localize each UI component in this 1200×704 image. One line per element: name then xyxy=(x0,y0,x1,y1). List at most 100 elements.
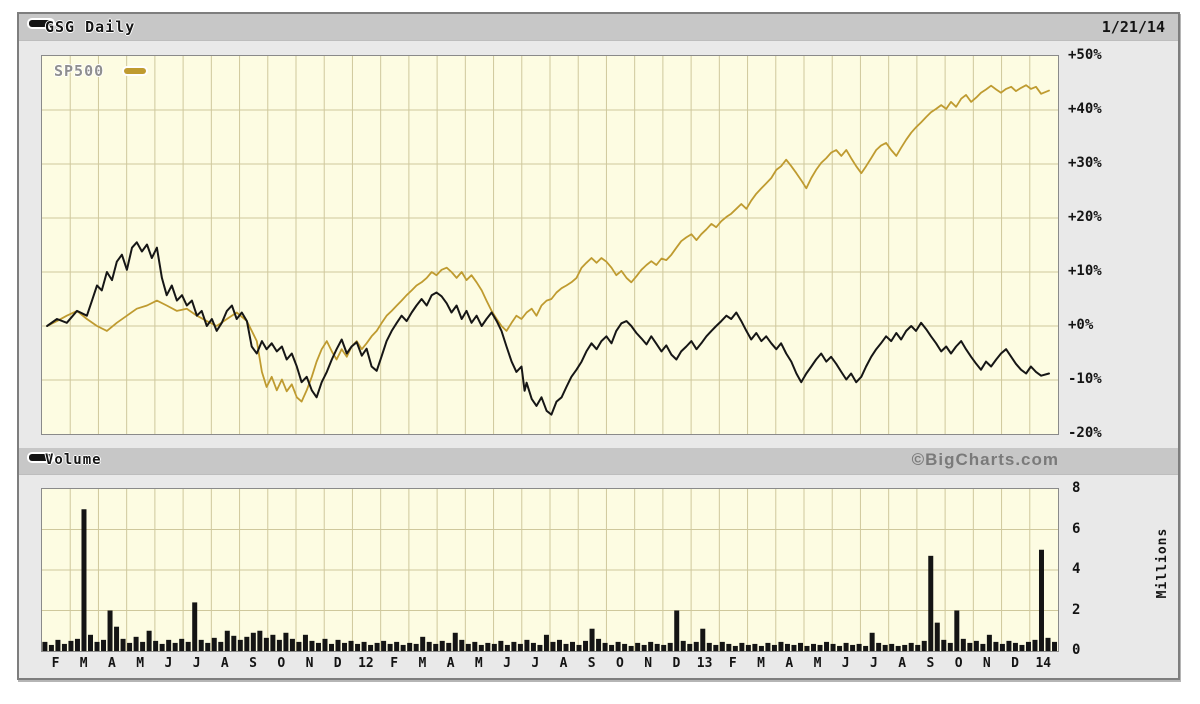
bigcharts-watermark: ©BigCharts.com xyxy=(911,450,1059,469)
volume-bar xyxy=(882,644,888,651)
volume-bar xyxy=(48,644,54,651)
volume-bar xyxy=(42,641,48,651)
volume-bar xyxy=(576,644,582,651)
title-bar: GSG Daily 1/21/14 xyxy=(19,14,1178,41)
volume-bar xyxy=(609,644,615,651)
month-label: 12 xyxy=(358,656,374,671)
volume-bar xyxy=(745,644,751,651)
month-label: S xyxy=(926,656,935,671)
volume-bar xyxy=(993,641,999,651)
volume-bar xyxy=(661,644,667,651)
volume-bar xyxy=(101,639,107,651)
chart-title: GSG Daily xyxy=(45,18,136,36)
month-label: 13 xyxy=(696,656,713,671)
volume-bar xyxy=(843,642,849,651)
volume-bar xyxy=(667,642,673,651)
volume-bar xyxy=(876,642,882,651)
volume-bar xyxy=(530,642,536,651)
volume-bar xyxy=(941,639,947,651)
month-label: J xyxy=(503,656,511,671)
volume-bar xyxy=(550,641,556,651)
volume-axis-label: 0 xyxy=(1072,642,1081,658)
volume-bar xyxy=(498,640,504,651)
volume-bar xyxy=(257,630,263,651)
main-price-plot: SP500 xyxy=(41,55,1059,435)
volume-bar xyxy=(706,642,712,651)
month-label: M xyxy=(79,656,88,671)
sp500-legend-label: SP500 xyxy=(54,62,105,80)
volume-bar xyxy=(433,643,439,651)
volume-bar xyxy=(68,640,74,651)
volume-bar xyxy=(758,645,764,651)
volume-bar xyxy=(680,640,686,651)
volume-bar xyxy=(641,644,647,651)
volume-bar xyxy=(172,642,178,651)
month-label: D xyxy=(1011,656,1019,671)
percent-axis-label: +0% xyxy=(1068,317,1094,333)
month-label: N xyxy=(644,656,653,671)
volume-bar xyxy=(276,639,282,651)
volume-bar xyxy=(674,610,680,651)
volume-bar xyxy=(120,638,126,651)
volume-bar xyxy=(127,642,133,651)
volume-bar xyxy=(420,636,426,651)
percent-axis-label: +40% xyxy=(1068,101,1102,117)
volume-bar xyxy=(693,641,699,651)
volume-bar xyxy=(517,643,523,651)
volume-bar xyxy=(556,639,562,651)
sp500-legend-dash-icon xyxy=(123,68,146,74)
month-label: M xyxy=(813,656,822,671)
volume-bar xyxy=(765,642,771,651)
month-label: F xyxy=(51,656,60,671)
volume-bar xyxy=(615,641,621,651)
volume-bar xyxy=(224,630,230,651)
volume-bar xyxy=(596,638,602,651)
month-label: M xyxy=(474,656,483,671)
percent-axis-label: +10% xyxy=(1068,263,1102,279)
volume-bar xyxy=(61,643,67,651)
month-label: 14 xyxy=(1035,656,1052,671)
month-label: D xyxy=(333,656,342,671)
volume-bar xyxy=(263,637,269,651)
volume-bar xyxy=(1025,641,1031,651)
volume-bar xyxy=(74,638,80,651)
volume-bar xyxy=(140,641,146,651)
volume-bar xyxy=(426,641,432,651)
volume-bar xyxy=(713,644,719,651)
volume-bar xyxy=(700,628,706,651)
series-line-sp500 xyxy=(46,84,1050,403)
volume-bar xyxy=(954,610,960,651)
gsg-legend-dash-icon xyxy=(29,20,53,27)
volume-bar xyxy=(355,643,361,651)
month-label: J xyxy=(192,656,201,671)
volume-bar xyxy=(491,643,497,651)
volume-bar xyxy=(784,643,790,651)
volume-bar xyxy=(309,640,315,651)
volume-bar xyxy=(537,644,543,651)
volume-bar xyxy=(459,639,465,651)
volume-bar xyxy=(928,555,934,651)
volume-bar xyxy=(511,641,517,651)
volume-bar xyxy=(394,641,400,651)
volume-bar xyxy=(732,645,738,651)
volume-bar xyxy=(583,640,589,651)
volume-bar xyxy=(88,634,93,651)
month-label: N xyxy=(982,656,991,671)
month-label: O xyxy=(277,656,286,671)
volume-bar xyxy=(869,632,875,651)
volume-bar xyxy=(413,643,419,651)
volume-bar xyxy=(179,638,185,651)
volume-bar xyxy=(797,642,803,651)
volume-bar xyxy=(804,645,810,651)
month-label: M xyxy=(418,656,427,671)
percent-axis-label: -10% xyxy=(1068,371,1102,387)
month-label: F xyxy=(728,656,737,671)
volume-bar xyxy=(654,643,660,651)
month-label: A xyxy=(220,656,229,671)
volume-plot xyxy=(41,488,1059,652)
volume-bar xyxy=(270,634,276,651)
volume-bar xyxy=(185,641,191,651)
volume-bar xyxy=(237,639,243,651)
volume-bar xyxy=(94,641,100,651)
